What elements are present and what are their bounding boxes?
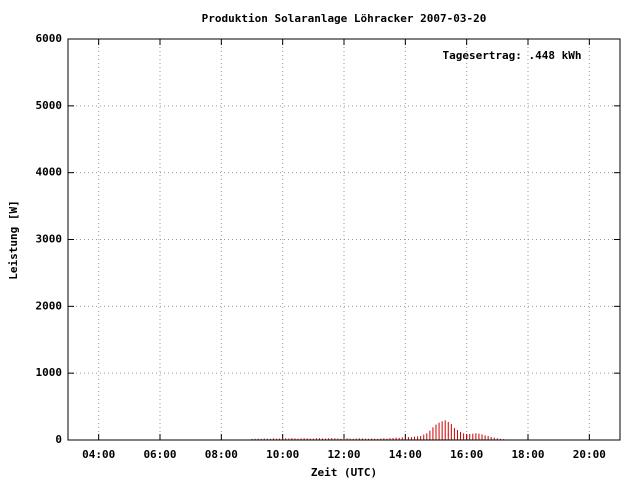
x-tick-label: 16:00: [450, 448, 483, 461]
x-tick-label: 10:00: [266, 448, 299, 461]
plot-frame: [67, 38, 621, 441]
x-axis-label: Zeit (UTC): [311, 466, 377, 479]
y-tick-label: 3000: [36, 233, 63, 246]
y-tick-label: 2000: [36, 299, 63, 312]
x-tick-label: 04:00: [82, 448, 115, 461]
x-tick-label: 14:00: [389, 448, 422, 461]
y-tick-label: 5000: [36, 99, 63, 112]
annotation: Tagesertrag: .448 kWh: [442, 49, 581, 62]
y-tick-label: 0: [55, 433, 62, 446]
y-axis-label: Leistung [W]: [7, 200, 20, 279]
y-tick-label: 1000: [36, 366, 63, 379]
x-tick-label: 18:00: [511, 448, 544, 461]
y-tick-label: 6000: [36, 32, 63, 45]
x-tick-label: 12:00: [327, 448, 360, 461]
x-tick-label: 08:00: [205, 448, 238, 461]
x-tick-label: 20:00: [573, 448, 606, 461]
x-tick-label: 06:00: [143, 448, 176, 461]
y-tick-label: 4000: [36, 166, 63, 179]
chart-title: Produktion Solaranlage Löhracker 2007-03…: [202, 12, 487, 25]
